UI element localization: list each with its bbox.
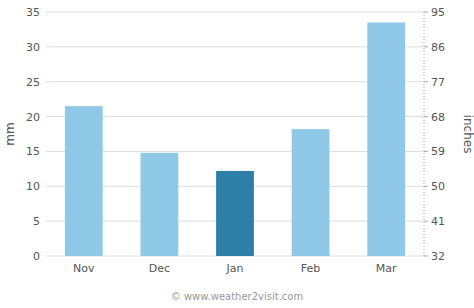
bars: [65, 22, 405, 256]
x-tick-label: Nov: [73, 262, 95, 275]
y2-axis-label: inches: [461, 115, 474, 154]
bar: [367, 22, 405, 256]
footer-text: © www.weather2visit.com: [171, 291, 303, 302]
y2-tick-label: 32: [431, 250, 445, 263]
y-tick-label: 15: [26, 145, 40, 158]
y-tick-label: 5: [33, 215, 40, 228]
y2-tick: [424, 151, 428, 152]
x-axis: Nov Dec Jan Feb Mar: [73, 262, 397, 275]
y2-tick: [424, 46, 428, 47]
right-axis-line: [424, 12, 425, 256]
grid-line: [46, 12, 424, 13]
y2-tick-label: 59: [431, 145, 445, 158]
x-tick-label: Feb: [301, 262, 320, 275]
bar: [65, 106, 103, 256]
y2-tick-label: 95: [431, 6, 445, 19]
y2-tick: [424, 256, 428, 257]
y2-tick-label: 86: [431, 41, 445, 54]
y2-tick: [424, 12, 428, 13]
y-tick-label: 30: [26, 41, 40, 54]
y2-tick: [424, 81, 428, 82]
y-tick-label: 25: [26, 76, 40, 89]
y-axis-label: mm: [3, 122, 17, 145]
x-tick-label: Mar: [376, 262, 397, 275]
y-tick-label: 20: [26, 111, 40, 124]
left-axis: 0 5 10 15 20 25 30 35: [26, 6, 40, 263]
y-tick-label: 10: [26, 180, 40, 193]
y2-tick: [424, 221, 428, 222]
x-tick-label: Jan: [226, 262, 244, 275]
x-tick-label: Dec: [149, 262, 170, 275]
grid: [46, 12, 424, 256]
chart-root: 0 5 10 15 20 25 30 35 32 41 50 59 68 77 86 95 Nov Dec Jan F…: [0, 0, 474, 308]
y-tick-label: 35: [26, 6, 40, 19]
right-axis: 32 41 50 59 68 77 86 95: [424, 6, 445, 263]
bar: [141, 153, 179, 256]
y2-tick: [424, 116, 428, 117]
y2-tick: [424, 186, 428, 187]
y2-tick-label: 41: [431, 215, 445, 228]
bar: [216, 171, 254, 256]
y2-tick-label: 68: [431, 111, 445, 124]
y2-tick-label: 50: [431, 180, 445, 193]
bar: [292, 129, 330, 256]
y2-tick-label: 77: [431, 76, 445, 89]
y-tick-label: 0: [33, 250, 40, 263]
